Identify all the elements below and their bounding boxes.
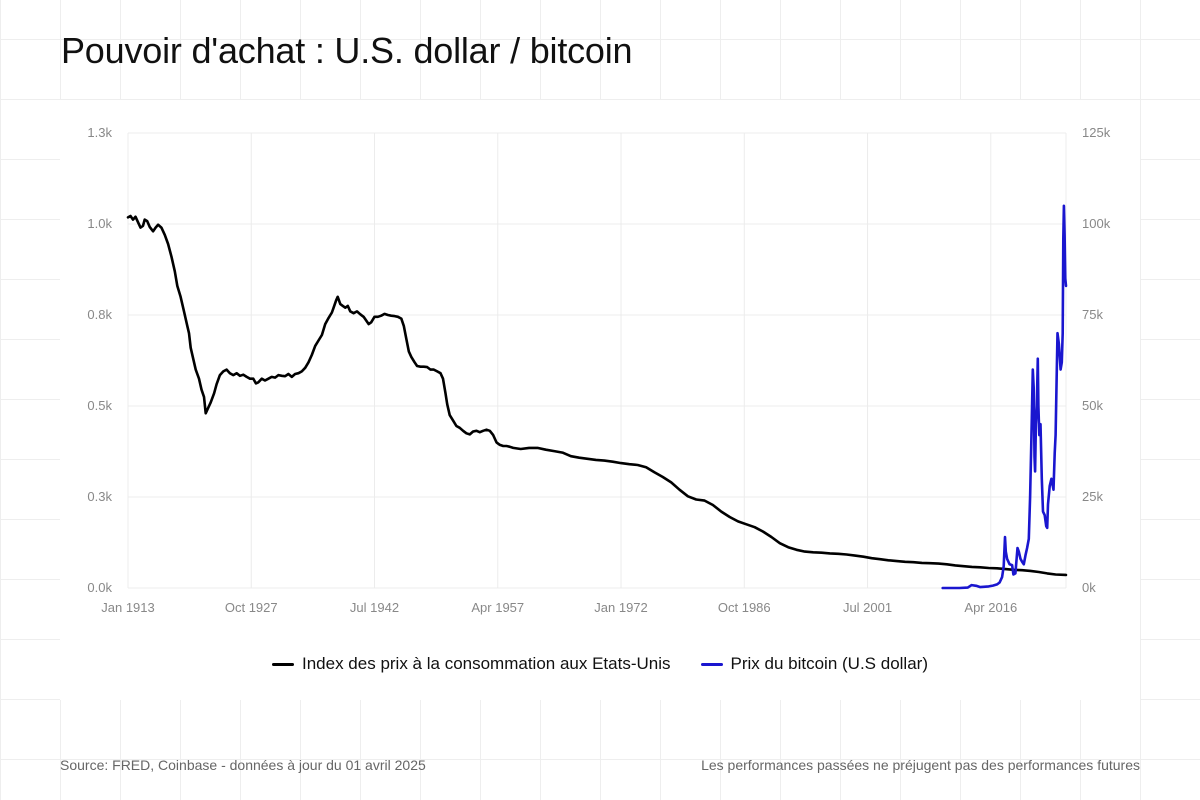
disclaimer-note: Les performances passées ne préjugent pa…	[701, 757, 1140, 773]
x-tick-label: Jan 1913	[101, 600, 155, 615]
x-tick-label: Jan 1972	[594, 600, 648, 615]
legend-label-cpi: Index des prix à la consommation aux Eta…	[302, 654, 671, 673]
legend-swatch-cpi	[272, 662, 294, 666]
y-right-tick-label: 75k	[1082, 307, 1103, 322]
btc-series-line	[941, 204, 1068, 590]
y-right-tick-label: 0k	[1082, 580, 1096, 595]
chart-legend: Index des prix à la consommation aux Eta…	[0, 654, 1200, 674]
y-left-tick-label: 1.0k	[87, 216, 112, 231]
y-right-tick-label: 50k	[1082, 398, 1103, 413]
x-tick-label: Jul 1942	[350, 600, 399, 615]
y-left-tick-label: 0.3k	[87, 489, 112, 504]
y-right-tick-label: 25k	[1082, 489, 1103, 504]
x-tick-label: Oct 1927	[225, 600, 278, 615]
y-right-tick-label: 100k	[1082, 216, 1111, 231]
y-left-tick-label: 0.5k	[87, 398, 112, 413]
y-left-tick-label: 1.3k	[87, 125, 112, 140]
series-layer	[126, 204, 1068, 590]
legend-item-btc[interactable]: Prix du bitcoin (U.S dollar)	[700, 654, 928, 674]
x-tick-label: Oct 1986	[718, 600, 771, 615]
axis-layer: 0.0k 0.3k 0.5k 0.8k 1.0k 1.3k 0k 25k 50k 75k 100k 1…	[87, 125, 1110, 615]
x-tick-label: Jul 2001	[843, 600, 892, 615]
x-tick-label: Apr 2016	[964, 600, 1017, 615]
y-left-tick-label: 0.0k	[87, 580, 112, 595]
chart-title: Pouvoir d'achat : U.S. dollar / bitcoin	[61, 30, 633, 71]
legend-swatch-btc	[700, 662, 723, 666]
y-left-tick-label: 0.8k	[87, 307, 112, 322]
legend-label-btc: Prix du bitcoin (U.S dollar)	[730, 654, 928, 673]
chart-panel	[60, 100, 1140, 700]
cpi-series-line	[126, 214, 1068, 577]
y-right-tick-label: 125k	[1082, 125, 1111, 140]
source-note: Source: FRED, Coinbase - données à jour …	[60, 757, 426, 773]
x-tick-label: Apr 1957	[471, 600, 524, 615]
legend-item-cpi[interactable]: Index des prix à la consommation aux Eta…	[272, 654, 671, 674]
grid-layer	[127, 132, 1067, 589]
